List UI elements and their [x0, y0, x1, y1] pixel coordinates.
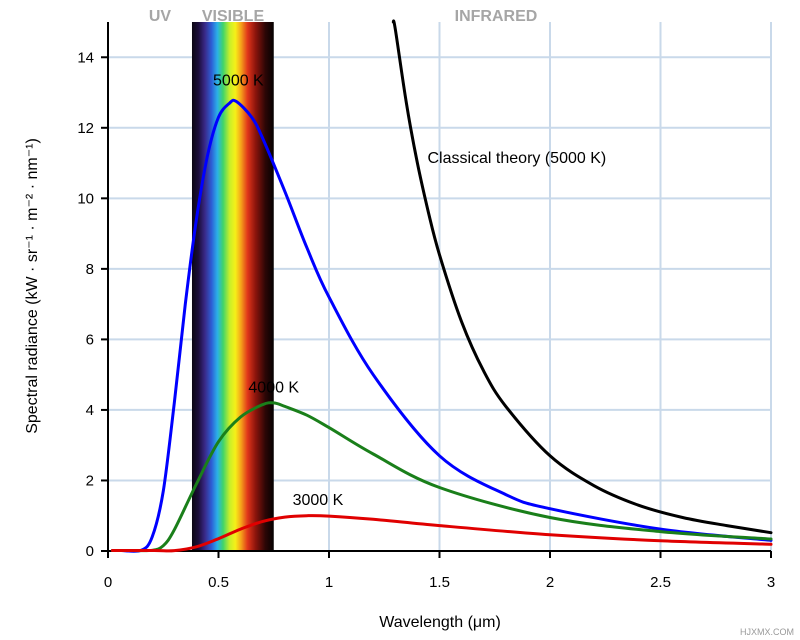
- x-axis-title: Wavelength (μm): [379, 614, 501, 631]
- curve-label: 3000 K: [293, 492, 344, 509]
- y-tick-label: 8: [86, 261, 94, 278]
- curve-label: 5000 K: [213, 72, 264, 89]
- y-tick-label: 0: [86, 543, 94, 560]
- x-tick-label: 1: [325, 574, 333, 591]
- axes: 0 0.5 1 1.5 2 2.5 3 0 2 4 6 8 10 12 14: [77, 22, 775, 591]
- watermark-text: HJXMX.COM: [740, 627, 794, 637]
- region-labels: UV VISIBLE INFRARED: [149, 8, 537, 25]
- y-tick-label: 10: [77, 190, 94, 207]
- x-tick-label: 0: [104, 574, 112, 591]
- x-tick-label: 2.5: [650, 574, 671, 591]
- series-layer: [110, 19, 773, 553]
- series-line-classical-theory-5000-k: [391, 19, 773, 535]
- y-axis-title: Spectral radiance (kW · sr⁻¹ · m⁻² · nm⁻…: [24, 138, 41, 434]
- region-label-infrared: INFRARED: [455, 8, 538, 25]
- series-line-3000-k: [110, 514, 773, 553]
- y-tick-label: 4: [86, 402, 94, 419]
- curve-annotations: 5000 K 4000 K 3000 K Classical theory (5000…: [213, 72, 606, 509]
- x-tick-label: 0.5: [208, 574, 229, 591]
- x-tick-label: 2: [546, 574, 554, 591]
- series-line-5000-k: [110, 98, 773, 553]
- region-label-visible: VISIBLE: [202, 8, 265, 25]
- x-tick-label: 1.5: [429, 574, 450, 591]
- region-label-uv: UV: [149, 8, 172, 25]
- y-tick-label: 6: [86, 331, 94, 348]
- series-line-4000-k: [110, 401, 773, 553]
- y-tick-label: 12: [77, 120, 94, 137]
- y-tick-label: 14: [77, 49, 94, 66]
- y-tick-label: 2: [86, 472, 94, 489]
- curve-label: Classical theory (5000 K): [427, 150, 606, 167]
- curve-label: 4000 K: [248, 379, 299, 396]
- x-tick-label: 3: [767, 574, 775, 591]
